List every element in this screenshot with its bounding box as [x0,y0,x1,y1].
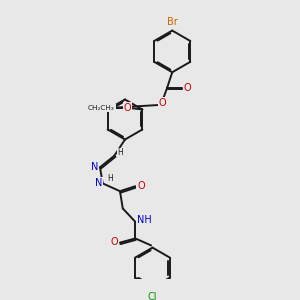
Text: N: N [91,162,98,172]
Text: Cl: Cl [148,292,157,300]
Text: O: O [110,237,118,247]
Text: O: O [184,82,192,92]
Text: O: O [137,181,145,191]
Text: NH: NH [137,215,152,225]
Text: Br: Br [167,17,178,27]
Text: H: H [118,148,123,157]
Text: H: H [107,174,112,183]
Text: CH₂CH₃: CH₂CH₃ [88,105,115,111]
Text: N: N [95,178,102,188]
Text: O: O [124,103,131,113]
Text: O: O [158,98,166,108]
